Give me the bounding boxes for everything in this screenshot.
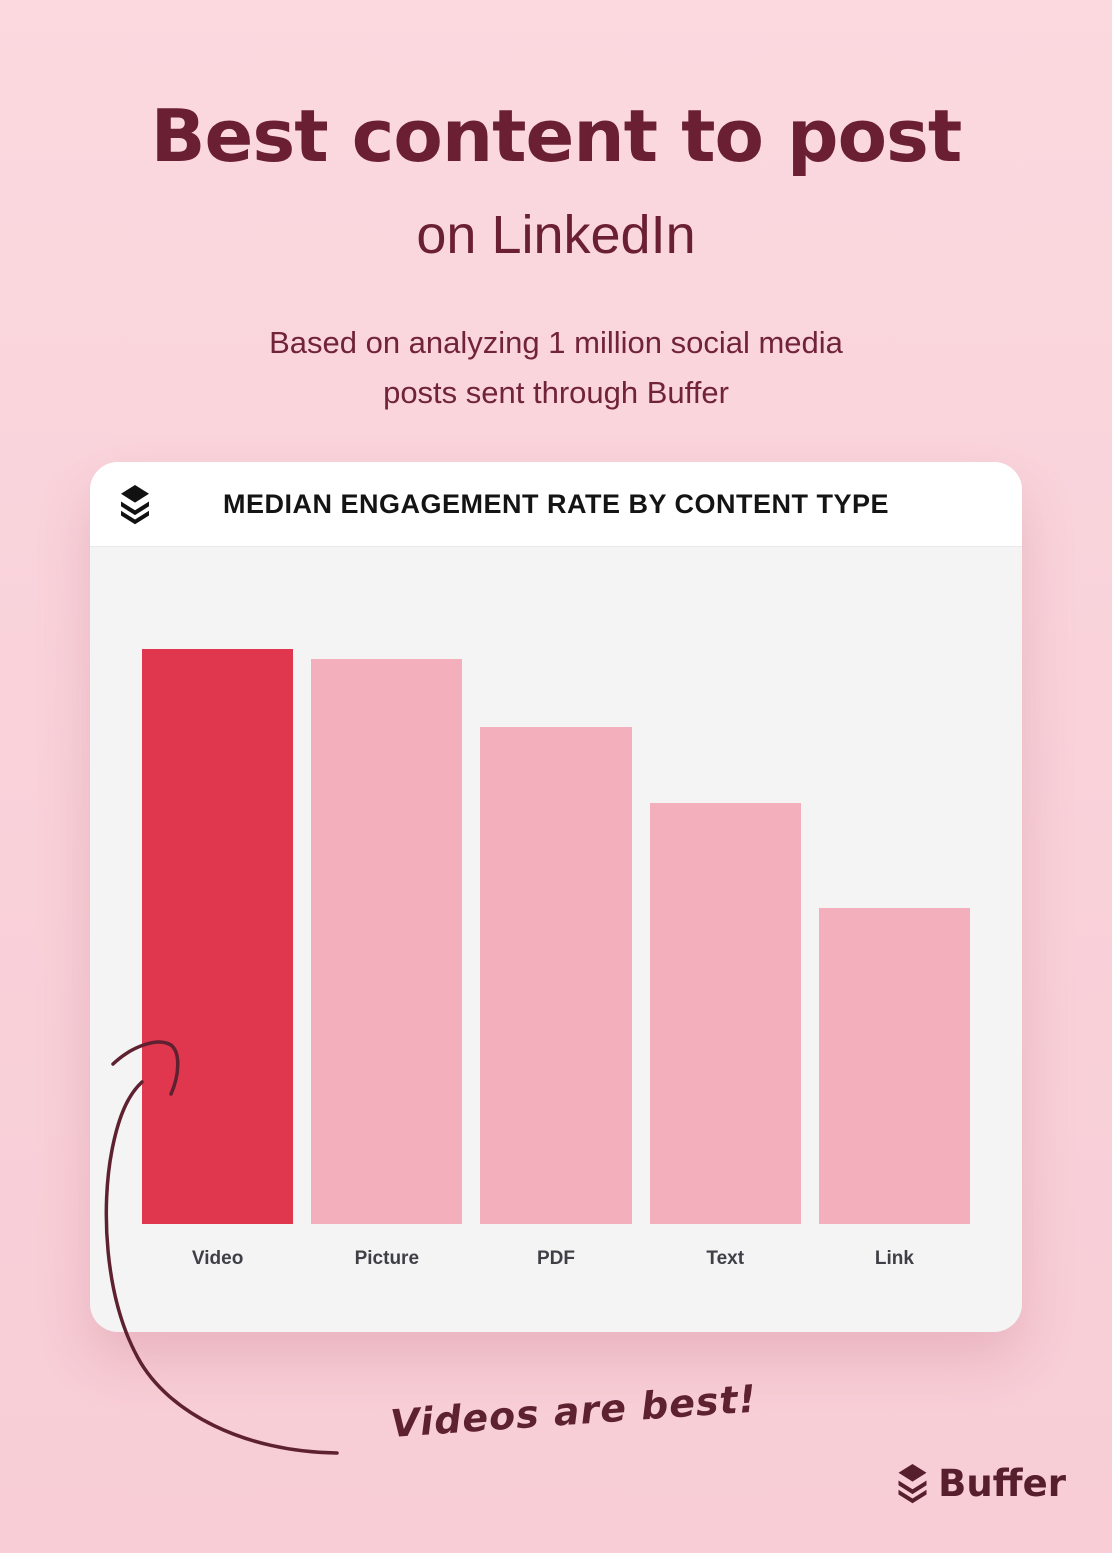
bar-labels: Video Picture PDF Text Link (142, 1224, 970, 1284)
brand-name: Buffer (938, 1462, 1066, 1505)
bar-label-picture: Picture (354, 1248, 420, 1269)
chart-card: MEDIAN ENGAGEMENT RATE BY CONTENT TYPE V… (90, 462, 1022, 1332)
bar-text (649, 802, 801, 1224)
bar-picture (311, 658, 463, 1224)
page-description-line-1: Based on analyzing 1 million social medi… (269, 325, 843, 360)
buffer-logo-icon (898, 1464, 927, 1504)
buffer-logo-icon (121, 485, 149, 525)
bar-label-pdf: PDF (537, 1248, 575, 1269)
bar-label-text: Text (706, 1248, 745, 1269)
annotation-text: Videos are best! (388, 1376, 759, 1446)
bar-label-link: Link (874, 1248, 914, 1269)
page-description-line-2: posts sent through Buffer (383, 375, 729, 410)
page-subtitle: on LinkedIn (416, 205, 696, 265)
page-description: Based on analyzing 1 million social medi… (0, 318, 1112, 418)
bar-chart (142, 547, 971, 1224)
bar-pdf (480, 727, 632, 1224)
buffer-wordmark: Buffer (897, 1462, 1066, 1505)
bar-video (142, 649, 294, 1224)
page-title: Best content to post (150, 94, 963, 178)
bar-label-video: Video (191, 1248, 244, 1269)
bar-link (818, 907, 971, 1224)
chart-card-header: MEDIAN ENGAGEMENT RATE BY CONTENT TYPE (90, 462, 1022, 547)
chart-title: MEDIAN ENGAGEMENT RATE BY CONTENT TYPE (222, 488, 890, 519)
